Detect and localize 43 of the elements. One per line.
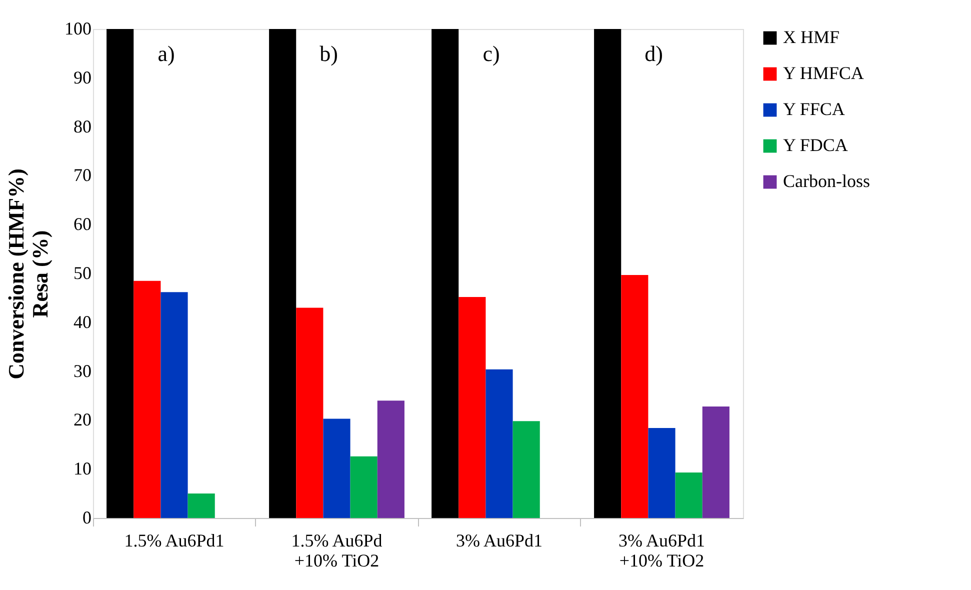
bar bbox=[377, 400, 404, 518]
legend-label: Y FFCA bbox=[783, 99, 845, 119]
y-tick-label: 0 bbox=[82, 508, 92, 528]
bar bbox=[512, 421, 540, 518]
bar bbox=[134, 280, 161, 518]
x-tick-label: 3% Au6Pd1 bbox=[456, 530, 543, 550]
y-tick-label: 70 bbox=[74, 165, 92, 186]
bar bbox=[648, 428, 676, 518]
legend-label: Y HMFCA bbox=[783, 63, 864, 83]
bar bbox=[458, 296, 486, 518]
x-tick-label: 1.5% Au6Pd +10% TiO2 bbox=[291, 530, 382, 570]
bar bbox=[323, 418, 350, 518]
bar bbox=[106, 29, 134, 518]
bar bbox=[269, 29, 296, 518]
y-tick-label: 60 bbox=[74, 214, 92, 234]
bar bbox=[350, 456, 378, 518]
bar bbox=[296, 308, 324, 518]
annotation: c) bbox=[482, 41, 500, 66]
bar bbox=[486, 369, 513, 518]
bar bbox=[594, 29, 622, 518]
bar bbox=[702, 406, 730, 518]
bar bbox=[432, 29, 459, 518]
annotation: d) bbox=[644, 41, 663, 66]
x-tick-label: 1.5% Au6Pd1 bbox=[124, 530, 224, 550]
y-tick-label: 10 bbox=[74, 458, 92, 479]
bar bbox=[675, 472, 702, 518]
annotation: b) bbox=[320, 41, 338, 66]
legend-label: X HMF bbox=[783, 27, 840, 47]
y-tick-label: 20 bbox=[74, 410, 92, 430]
bar bbox=[188, 494, 215, 518]
y-tick-label: 50 bbox=[74, 263, 92, 283]
y-tick-label: 30 bbox=[74, 360, 92, 381]
y-tick-label: 80 bbox=[74, 116, 92, 136]
bar bbox=[160, 292, 188, 518]
bar bbox=[621, 274, 648, 518]
y-tick-label: 100 bbox=[64, 18, 92, 38]
y-tick-label: 90 bbox=[74, 67, 92, 88]
annotation: a) bbox=[158, 41, 175, 66]
y-axis-title: Conversione (HMF%) Resa (%) bbox=[4, 168, 52, 380]
legend-label: Carbon-loss bbox=[783, 171, 870, 191]
x-tick-label: 3% Au6Pd1 +10% TiO2 bbox=[618, 530, 706, 570]
y-tick-label: 40 bbox=[74, 312, 92, 332]
legend-label: Y FDCA bbox=[783, 135, 848, 155]
